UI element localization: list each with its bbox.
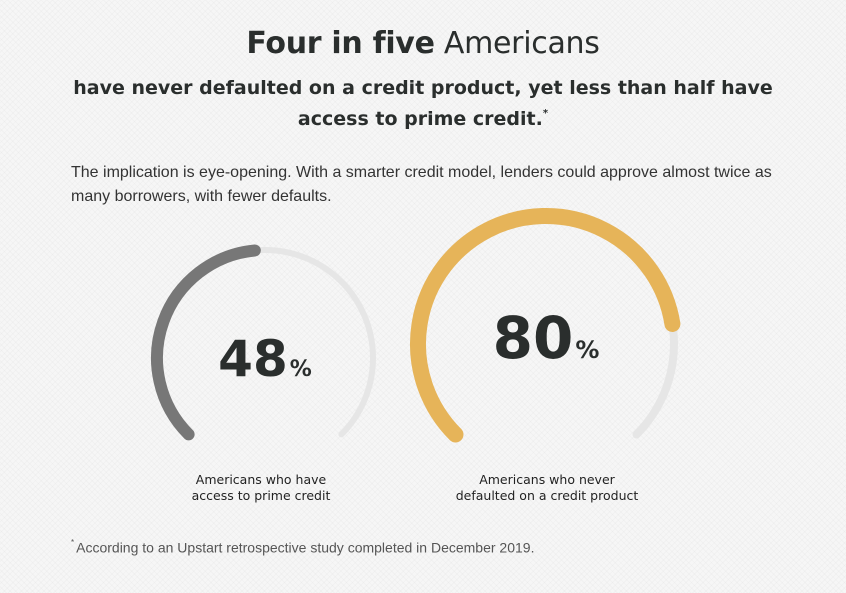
intro-paragraph: The implication is eye-opening. With a s… [71,164,772,205]
gauge-2-value-number: 80 [493,304,574,372]
gauge-1-unit: % [290,357,312,382]
headline: Four in five Americans [0,24,846,64]
gauge-2-value-label: 80% [493,304,600,372]
gauge-1-caption-line-2: access to prime credit [191,488,331,503]
gauge-1-value-arc [151,244,261,441]
headline-emphasis: Four in five [246,26,435,61]
subheadline-footnote-marker: * [542,107,549,119]
footnote: * According to an Upstart retrospective s… [71,535,534,558]
gauge-2-value-arc [410,208,681,443]
gauge-2-unit: % [575,336,599,364]
headline-rest: Americans [443,26,600,61]
gauge-1-caption-line-1: Americans who have [195,472,327,487]
gauge-2-caption-line-1: Americans who never [479,472,615,487]
gauge-1-caption: Americans who have access to prime credi… [171,472,351,504]
gauge-2-caption-line-2: defaulted on a credit product [455,488,639,503]
footnote-marker: * [71,538,75,547]
footnote-text: According to an Upstart retrospective st… [76,539,535,556]
subheadline-text: have never defaulted on a credit product… [73,77,773,130]
gauge-1-value-label: 48% [218,330,312,388]
gauge-1-value-number: 48 [218,330,288,388]
subheadline: have never defaulted on a credit product… [40,73,806,135]
gauge-2-caption: Americans who never defaulted on a credi… [437,472,657,504]
